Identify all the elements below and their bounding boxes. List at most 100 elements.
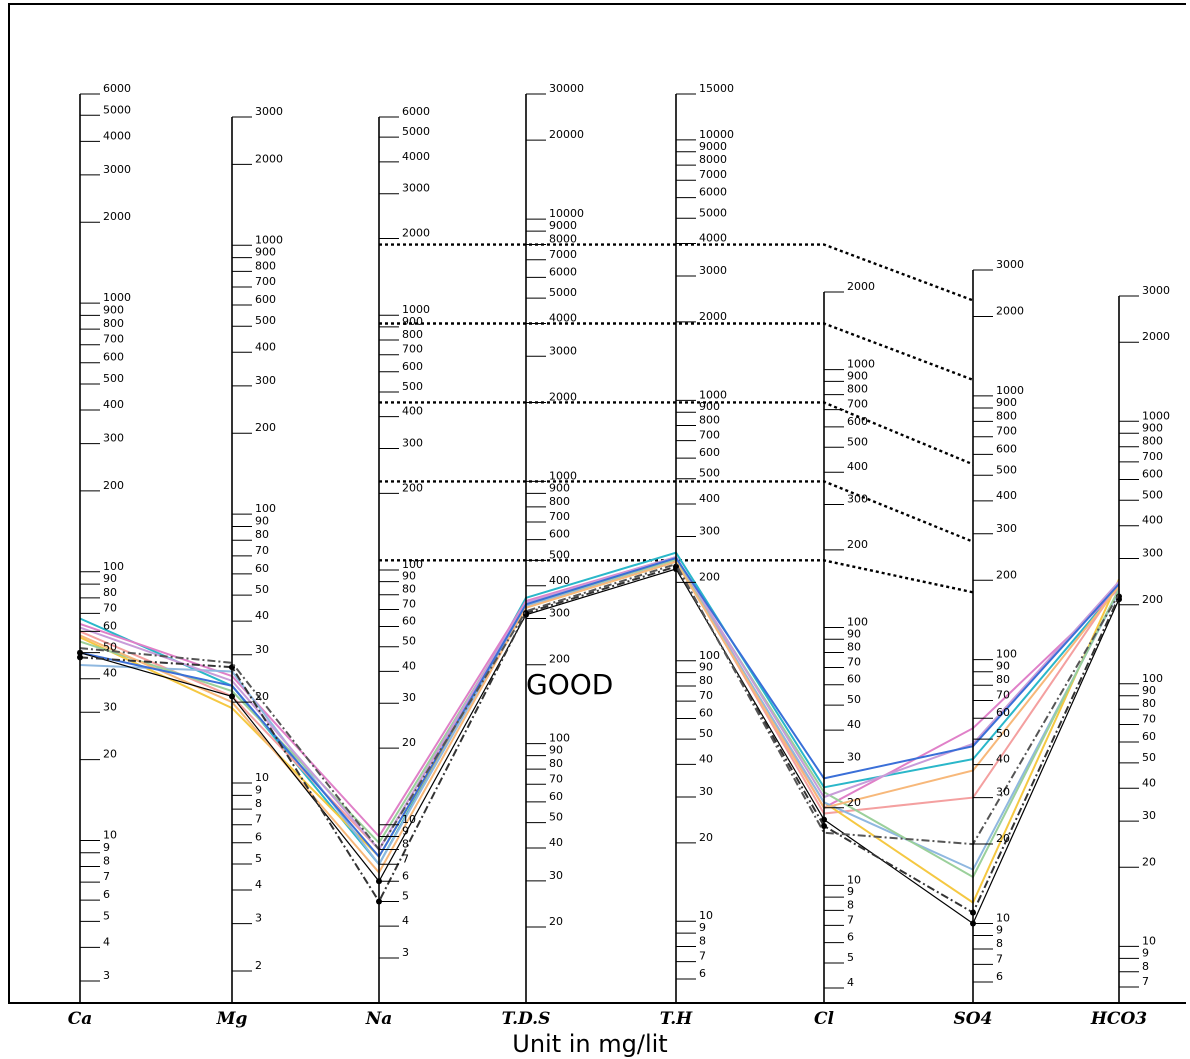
tick-label: 4 <box>402 914 409 927</box>
tick-label: 30 <box>549 869 563 882</box>
tick-label: 6 <box>996 970 1003 983</box>
tick-label: 8000 <box>699 153 727 166</box>
tick-label: 70 <box>402 597 416 610</box>
tick-label: 3000 <box>402 182 430 195</box>
tick-label: 60 <box>1142 730 1156 743</box>
tick-label: 1000 <box>103 291 131 304</box>
tick-label: 2 <box>255 959 262 972</box>
tick-label: 200 <box>699 570 720 583</box>
tick-label: 5000 <box>103 103 131 116</box>
tick-label: 300 <box>255 374 276 387</box>
tick-label: 300 <box>549 607 570 620</box>
tick-label: 1000 <box>699 388 727 401</box>
tick-label: 40 <box>402 659 416 672</box>
tick-label: 10 <box>847 873 861 886</box>
tick-label: 200 <box>847 538 868 551</box>
tick-label: 4000 <box>402 150 430 163</box>
tick-label: 800 <box>996 409 1017 422</box>
tick-label: 800 <box>549 495 570 508</box>
tick-label: 50 <box>103 641 117 654</box>
tick-label: 100 <box>549 732 570 745</box>
tick-label: 5 <box>847 951 854 964</box>
tick-label: 20 <box>255 690 269 703</box>
tick-label: 8 <box>847 898 854 911</box>
tick-label: 200 <box>549 653 570 666</box>
tick-label: 1000 <box>996 384 1024 397</box>
tick-label: 5 <box>103 909 110 922</box>
tick-label: 3000 <box>549 344 577 357</box>
tick-label: 400 <box>402 405 423 418</box>
tick-label: 400 <box>255 340 276 353</box>
tick-label: 70 <box>1142 712 1156 725</box>
tick-label: 30 <box>402 691 416 704</box>
series-line-11 <box>79 565 1120 915</box>
tick-label: 8 <box>996 937 1003 950</box>
tick-label: 8000 <box>549 233 577 246</box>
tick-label: 40 <box>549 836 563 849</box>
tick-label: 6000 <box>402 105 430 118</box>
tick-label: 300 <box>996 522 1017 535</box>
tick-label: 700 <box>549 510 570 523</box>
tick-label: 500 <box>402 380 423 393</box>
tick-label: 90 <box>255 514 269 527</box>
tick-label: 10000 <box>699 128 734 141</box>
tick-label: 6 <box>699 967 706 980</box>
tick-label: 3000 <box>255 105 283 118</box>
tick-label: 5 <box>255 852 262 865</box>
tick-label: 60 <box>255 562 269 575</box>
tick-label: 3 <box>402 946 409 959</box>
tick-label: 3000 <box>996 258 1024 271</box>
tick-label: 900 <box>402 315 423 328</box>
tick-label: 50 <box>847 693 861 706</box>
tick-label: 800 <box>255 259 276 272</box>
tick-label: 80 <box>103 586 117 599</box>
tick-label: 3000 <box>699 264 727 277</box>
tick-label: 20 <box>549 915 563 928</box>
axis-name-cl: Cl <box>814 1009 835 1029</box>
tick-label: 2000 <box>847 280 875 293</box>
tick-label: 300 <box>847 492 868 505</box>
tick-label: 5000 <box>699 206 727 219</box>
tick-label: 9000 <box>699 140 727 153</box>
tick-label: 9 <box>996 924 1003 937</box>
tick-label: 60 <box>847 673 861 686</box>
tick-label: 40 <box>996 753 1010 766</box>
tick-label: 600 <box>996 442 1017 455</box>
tick-label: 10 <box>996 911 1010 924</box>
tick-label: 600 <box>402 360 423 373</box>
tick-label: 90 <box>996 660 1010 673</box>
tick-label: 4 <box>255 878 262 891</box>
tick-label: 6000 <box>549 265 577 278</box>
axis-name-th: T.H <box>660 1009 693 1029</box>
tick-label: 4 <box>103 935 110 948</box>
tick-label: 15000 <box>699 82 734 95</box>
series-line-1 <box>79 551 1120 867</box>
tick-label: 30 <box>996 786 1010 799</box>
tick-label: 70 <box>549 772 563 785</box>
tick-label: 800 <box>847 383 868 396</box>
tick-label: 1000 <box>549 469 577 482</box>
series-line-6 <box>79 558 1120 879</box>
tick-label: 900 <box>699 400 720 413</box>
tick-label: 100 <box>255 502 276 515</box>
tick-label: 90 <box>699 661 713 674</box>
tick-label: 500 <box>255 314 276 327</box>
tick-label: 10 <box>103 829 117 842</box>
tick-label: 10 <box>402 813 416 826</box>
chart-frame <box>8 3 1186 1004</box>
tick-label: 900 <box>549 481 570 494</box>
tick-label: 9000 <box>549 219 577 232</box>
tick-label: 400 <box>699 492 720 505</box>
tick-label: 400 <box>1142 514 1163 527</box>
tick-label: 900 <box>1142 421 1163 434</box>
tick-label: 60 <box>549 790 563 803</box>
tick-label: 7 <box>847 913 854 926</box>
tick-label: 80 <box>699 674 713 687</box>
tick-label: 400 <box>847 460 868 473</box>
axis-name-hco3: HCO3 <box>1090 1009 1147 1029</box>
quality-boundary-5 <box>379 243 974 302</box>
tick-label: 100 <box>1142 672 1163 685</box>
tick-label: 80 <box>402 583 416 596</box>
tick-label: 800 <box>1142 435 1163 448</box>
tick-label: 20 <box>996 832 1010 845</box>
